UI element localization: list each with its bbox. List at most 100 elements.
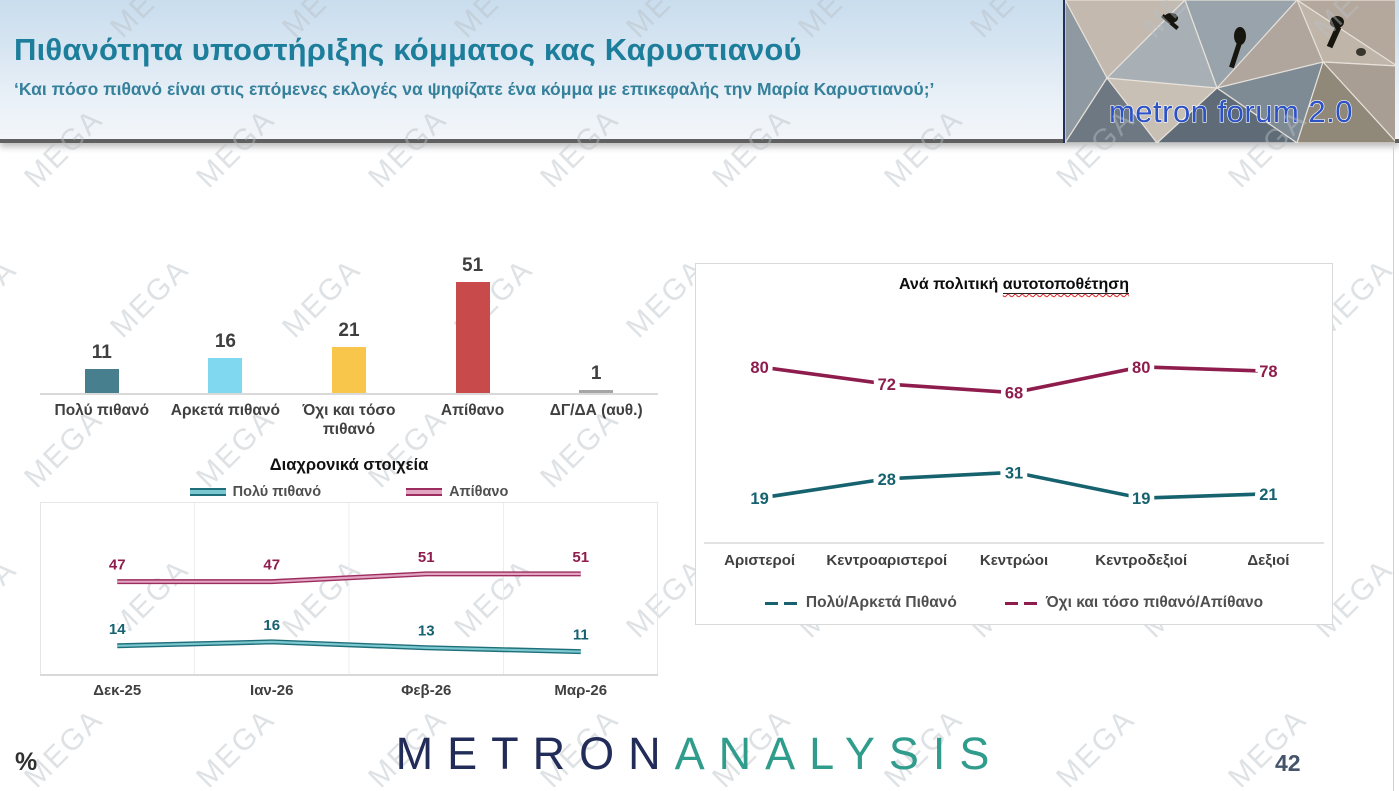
- trend-x-axis-label: Φεβ-26: [401, 682, 452, 699]
- panel-category-labels: Αριστεροί Κεντροαριστεροί Κεντρώοι Κεντροδε…: [696, 552, 1332, 569]
- data-point-label: 80: [750, 359, 768, 377]
- trend-line-core: [117, 640, 581, 653]
- mega-watermark: MEGA: [0, 252, 24, 345]
- data-point-label: 19: [1132, 490, 1150, 508]
- trend-x-axis-label: Μαρ-26: [554, 682, 608, 699]
- bar-value-label: 21: [338, 320, 360, 342]
- bar-plot-area: 11 16 21 51 1: [40, 252, 658, 393]
- data-point-label: 14: [109, 621, 126, 638]
- mega-watermark: MEGA: [706, 702, 798, 791]
- mega-watermark: MEGA: [448, 552, 540, 645]
- trend-legend-item: Πολύ πιθανό: [189, 484, 322, 500]
- metron-forum-logo: metron forum 2.0: [1063, 0, 1395, 143]
- bar-category-label: ΔΓ/ΔΑ (αυθ.): [549, 402, 643, 419]
- panel-category-label: Κεντρώοι: [979, 552, 1049, 569]
- trend-chart-title: Διαχρονικά στοιχεία: [269, 456, 429, 474]
- bar-cell: 16: [164, 252, 288, 393]
- trend-x-axis-label: Δεκ-25: [93, 682, 142, 699]
- panel-legend-item: Πολύ/Αρκετά Πιθανό: [764, 594, 957, 612]
- placement-line: [759, 470, 1269, 500]
- mega-watermark: MEGA: [1136, 252, 1228, 345]
- data-point-label: 11: [573, 627, 589, 644]
- brand-analysis: ANALYSIS: [674, 728, 1004, 779]
- mega-watermark: MEGA: [1222, 702, 1314, 791]
- pavement-photo-graphic: metron forum 2.0: [1065, 0, 1395, 143]
- panel-legend: Πολύ/Αρκετά Πιθανό Όχι και τόσο πιθανό/Απ…: [696, 594, 1332, 612]
- plot-border: [40, 502, 658, 676]
- bar-x-axis-line: [40, 393, 658, 395]
- bar-category-label: Όχι και τόσο πιθανό: [302, 402, 396, 438]
- bar: [455, 282, 490, 393]
- data-point-label: 72: [878, 376, 896, 394]
- panel-category-label: Κεντροαριστεροί: [826, 552, 948, 569]
- legend-line-swatch: [406, 488, 443, 496]
- legend-label: Πολύ πιθανό: [232, 484, 322, 500]
- panel-title-prefix: Ανά πολιτική: [898, 276, 1003, 293]
- mega-watermark: MEGA: [104, 552, 196, 645]
- trend-legend-item: Απίθανο: [406, 484, 508, 500]
- data-point-label: 28: [878, 471, 896, 489]
- data-point-label: 51: [572, 549, 589, 566]
- mega-watermark: MEGA: [534, 402, 626, 495]
- mega-watermark: MEGA: [190, 702, 282, 791]
- page-number: 42: [1275, 750, 1301, 776]
- mega-watermark: MEGA: [1308, 552, 1399, 645]
- bar-category-label: Αρκετά πιθανό: [170, 402, 281, 419]
- bar: [84, 369, 119, 393]
- data-point-label: 78: [1259, 363, 1277, 381]
- mega-watermark: MEGA: [1222, 402, 1314, 495]
- data-point-label: 16: [263, 617, 280, 634]
- panel-plot-area: 19 28 31 19 21 80 72 68 80 78: [704, 354, 1324, 544]
- data-point-label: 47: [263, 557, 280, 574]
- bar-cell: 11: [40, 252, 164, 393]
- legend-dash: [1023, 601, 1037, 605]
- legend-dash: [764, 601, 778, 605]
- logo-text: metron forum 2.0: [1109, 94, 1353, 129]
- bar-category-label: Απίθανο: [440, 402, 505, 419]
- trend-line-core: [117, 572, 581, 583]
- legend-dash-swatch: [764, 601, 797, 605]
- mega-watermark: MEGA: [706, 402, 798, 495]
- legend-label: Πολύ/Αρκετά Πιθανό: [805, 594, 957, 611]
- data-point-label: 47: [109, 557, 126, 574]
- mega-watermark: MEGA: [792, 252, 884, 345]
- bar-value-label: 1: [590, 363, 602, 384]
- metron-analysis-logo: METRONANALYSIS: [396, 728, 1004, 780]
- likelihood-bar-chart: 11 16 21 51 1 Πολύ πιθανό Αρκετά πιθανό Όχι κα…: [40, 252, 658, 439]
- legend-dash: [1004, 601, 1018, 605]
- mega-watermark: MEGA: [792, 552, 884, 645]
- mega-watermark: MEGA: [1050, 402, 1142, 495]
- bar-value-label: 11: [91, 342, 112, 364]
- legend-dash: [783, 601, 797, 605]
- mega-watermark: MEGA: [18, 402, 110, 495]
- bar-cell: 51: [411, 252, 535, 393]
- trend-line-outline: [117, 571, 581, 585]
- mega-watermark: MEGA: [1136, 552, 1228, 645]
- mega-watermark: MEGA: [620, 252, 712, 345]
- panel-category-label: Κεντροδεξιοί: [1095, 552, 1188, 569]
- panel-category-label: Αριστεροί: [724, 552, 796, 569]
- mega-watermark: MEGA: [534, 702, 626, 791]
- panel-title: Ανά πολιτική αυτοτοποθέτηση: [696, 276, 1332, 294]
- data-point-label: 51: [418, 549, 435, 566]
- trend-x-axis-labels: Δεκ-25 Ιαν-26 Φεβ-26 Μαρ-26: [40, 682, 658, 699]
- panel-legend-item: Όχι και τόσο πιθανό/Απίθανο: [1004, 594, 1263, 612]
- data-point-label: 80: [1132, 359, 1150, 377]
- panel-category-label: Δεξιοί: [1247, 552, 1290, 569]
- timeline-line-chart: Διαχρονικά στοιχεία Πολύ πιθανό Απίθανο 1…: [40, 450, 658, 712]
- mega-watermark: MEGA: [964, 252, 1056, 345]
- placement-line: [759, 365, 1269, 395]
- mega-watermark: MEGA: [1394, 402, 1399, 495]
- mega-watermark: MEGA: [1050, 702, 1142, 791]
- mega-watermark: MEGA: [362, 702, 454, 791]
- bar-cell: 21: [287, 252, 411, 393]
- trend-line-outline: [117, 639, 581, 655]
- mega-watermark: MEGA: [276, 252, 368, 345]
- mega-watermark: MEGA: [0, 552, 24, 645]
- panel-title-underlined-word: αυτοτοποθέτηση: [1002, 276, 1130, 294]
- bar-value-label: 16: [214, 331, 236, 353]
- mega-watermark: MEGA: [18, 702, 110, 791]
- legend-line-swatch: [189, 488, 226, 496]
- bar: [331, 347, 366, 393]
- legend-dash-swatch: [1004, 601, 1037, 605]
